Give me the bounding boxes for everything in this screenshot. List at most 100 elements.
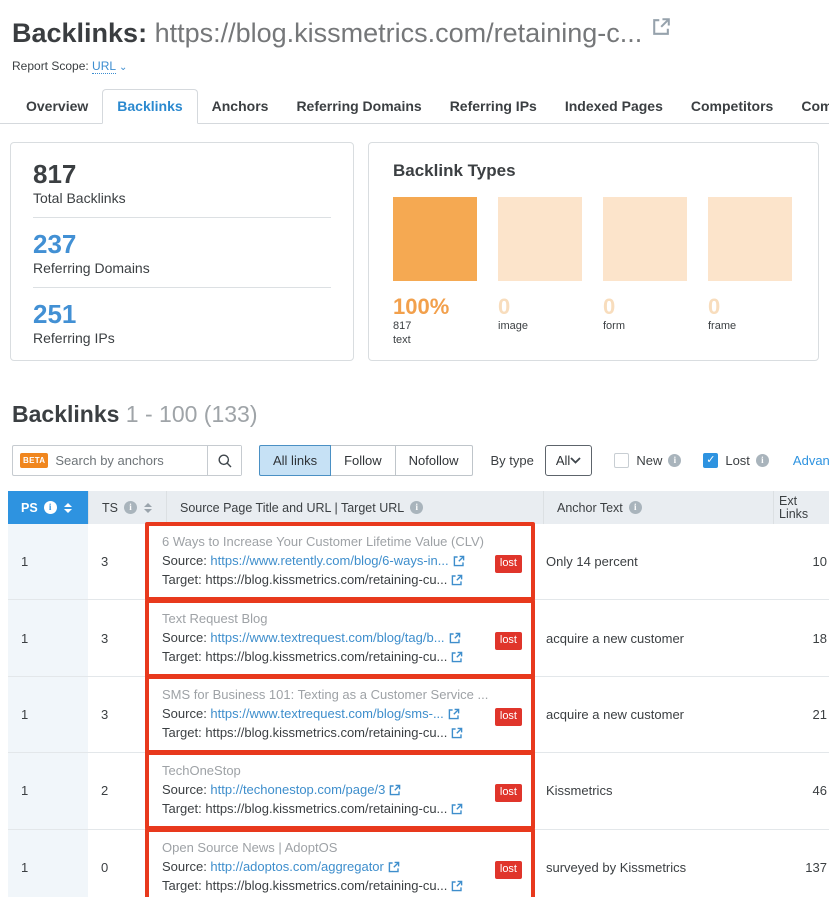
external-link-icon[interactable] bbox=[453, 555, 465, 567]
tab-backlinks[interactable]: Backlinks bbox=[102, 89, 198, 124]
source-url-link[interactable]: https://www.textrequest.com/blog/sms-... bbox=[210, 705, 444, 721]
nofollow-button[interactable]: Nofollow bbox=[395, 445, 473, 476]
section-range: 1 - 100 (133) bbox=[119, 401, 258, 427]
info-icon[interactable]: i bbox=[123, 501, 137, 514]
external-link-icon[interactable] bbox=[449, 632, 461, 644]
tab-referring-ips[interactable]: Referring IPs bbox=[449, 98, 537, 114]
tab-overview[interactable]: Overview bbox=[26, 98, 89, 114]
lost-badge: lost bbox=[494, 707, 522, 726]
source-label: Source: bbox=[162, 705, 211, 721]
source-page-title: Open Source News | AdoptOS bbox=[162, 839, 338, 855]
anchor-search: BETA bbox=[12, 445, 242, 476]
table-row: 1 0 Open Source News | AdoptOS Source: h… bbox=[8, 827, 829, 897]
search-icon bbox=[218, 454, 231, 467]
advanced-filters-link[interactable]: Advanced Filters bbox=[792, 453, 829, 468]
lost-filter[interactable]: ✓ Lost i bbox=[703, 453, 769, 468]
lost-badge: lost bbox=[494, 555, 522, 574]
backlinks-section-heading: Backlinks 1 - 100 (133) bbox=[12, 401, 829, 428]
sort-icon[interactable] bbox=[63, 502, 72, 513]
page-header: Backlinks: https://blog.kissmetrics.com/… bbox=[0, 0, 829, 74]
info-icon[interactable]: i bbox=[43, 501, 57, 514]
ps-value: 1 bbox=[8, 600, 88, 676]
tab-comparison[interactable]: Comparison bbox=[801, 98, 829, 114]
ts-value: 3 bbox=[101, 630, 109, 646]
info-icon[interactable]: i bbox=[755, 454, 769, 467]
type-text: 100% 817 text bbox=[393, 197, 477, 347]
external-link-icon[interactable] bbox=[652, 10, 671, 44]
ts-value: 3 bbox=[101, 554, 109, 570]
source-url-link[interactable]: https://www.textrequest.com/blog/tag/b..… bbox=[210, 629, 445, 645]
source-cell: TechOneStop Source: http://techonestop.c… bbox=[145, 751, 543, 831]
column-header-ext-links: Ext Links bbox=[773, 491, 829, 524]
backlinks-table: PS i TS i Source Page Title and URL | Ta… bbox=[8, 491, 829, 897]
source-url-link[interactable]: https://www.retently.com/blog/6-ways-in.… bbox=[210, 553, 449, 569]
lost-checkbox[interactable]: ✓ bbox=[703, 453, 719, 468]
source-cell: Open Source News | AdoptOS Source: http:… bbox=[145, 827, 543, 897]
external-link-icon[interactable] bbox=[451, 574, 463, 586]
anchor-text: surveyed by Kissmetrics bbox=[546, 859, 687, 875]
source-url-link[interactable]: http://adoptos.com/aggregator bbox=[210, 858, 384, 874]
page-title-url: https://blog.kissmetrics.com/retaining-c… bbox=[147, 18, 643, 48]
type-frame: 0 frame bbox=[708, 197, 792, 347]
sort-icon[interactable] bbox=[143, 502, 152, 513]
source-page-title: TechOneStop bbox=[162, 763, 241, 779]
target-url: https://blog.kissmetrics.com/retaining-c… bbox=[205, 801, 448, 817]
external-link-icon[interactable] bbox=[451, 803, 463, 815]
external-link-icon[interactable] bbox=[389, 784, 401, 796]
anchor-text: acquire a new customer bbox=[546, 630, 685, 646]
total-backlinks-value: 817 bbox=[33, 159, 77, 189]
lost-badge: lost bbox=[494, 860, 522, 879]
info-icon[interactable]: i bbox=[410, 501, 424, 514]
source-url-link[interactable]: http://techonestop.com/page/3 bbox=[210, 782, 386, 798]
report-scope-value[interactable]: URL bbox=[92, 59, 116, 74]
new-checkbox[interactable] bbox=[614, 453, 630, 468]
referring-domains-label: Referring Domains bbox=[33, 260, 150, 276]
follow-button[interactable]: Follow bbox=[331, 445, 396, 476]
tab-anchors[interactable]: Anchors bbox=[211, 98, 269, 114]
ps-header-label: PS bbox=[21, 500, 38, 515]
table-row: 1 3 6 Ways to Increase Your Customer Lif… bbox=[8, 522, 829, 602]
ext-links-value: 18 bbox=[812, 630, 827, 646]
filter-bar: BETA All links Follow Nofollow By type A… bbox=[12, 445, 829, 476]
external-link-icon[interactable] bbox=[451, 727, 463, 739]
external-link-icon[interactable] bbox=[388, 861, 400, 873]
source-label: Source: bbox=[162, 553, 211, 569]
new-filter[interactable]: New i bbox=[614, 453, 682, 468]
source-cell: SMS for Business 101: Texting as a Custo… bbox=[145, 674, 543, 754]
source-page-title: Text Request Blog bbox=[162, 610, 268, 626]
ts-value: 3 bbox=[101, 706, 109, 722]
divider bbox=[33, 217, 331, 218]
ext-links-value: 10 bbox=[812, 554, 827, 570]
target-label: Target: bbox=[162, 572, 206, 588]
info-icon[interactable]: i bbox=[668, 454, 682, 467]
report-tabs: Overview Backlinks Anchors Referring Dom… bbox=[0, 89, 829, 124]
totals-card: 817 Total Backlinks 237 Referring Domain… bbox=[10, 142, 354, 361]
external-link-icon[interactable] bbox=[451, 651, 463, 663]
source-header-label: Source Page Title and URL | Target URL bbox=[180, 500, 405, 515]
source-cell: 6 Ways to Increase Your Customer Lifetim… bbox=[145, 522, 543, 602]
annotation-highlight-box: TechOneStop Source: http://techonestop.c… bbox=[145, 751, 535, 831]
column-header-ps[interactable]: PS i bbox=[8, 491, 88, 524]
annotation-highlight-box: 6 Ways to Increase Your Customer Lifetim… bbox=[145, 522, 535, 602]
referring-domains-value[interactable]: 237 bbox=[33, 229, 77, 259]
report-scope: Report Scope: URL ⌄ bbox=[12, 59, 817, 74]
section-title: Backlinks bbox=[12, 401, 120, 427]
tab-indexed-pages[interactable]: Indexed Pages bbox=[564, 98, 663, 114]
search-input[interactable] bbox=[55, 453, 207, 468]
referring-ips-value[interactable]: 251 bbox=[33, 299, 77, 329]
external-link-icon[interactable] bbox=[448, 708, 460, 720]
source-label: Source: bbox=[162, 782, 211, 798]
search-button[interactable] bbox=[207, 446, 241, 475]
ts-header-label: TS bbox=[102, 500, 118, 515]
tab-referring-domains[interactable]: Referring Domains bbox=[296, 98, 422, 114]
column-header-ts[interactable]: TS i bbox=[88, 491, 166, 524]
by-type-select[interactable]: All bbox=[544, 445, 593, 476]
external-link-icon[interactable] bbox=[451, 880, 463, 892]
annotation-highlight-box: Text Request Blog Source: https://www.te… bbox=[145, 598, 535, 678]
source-cell: Text Request Blog Source: https://www.te… bbox=[145, 598, 543, 678]
info-icon[interactable]: i bbox=[628, 501, 642, 514]
tab-competitors[interactable]: Competitors bbox=[690, 98, 774, 114]
referring-ips-label: Referring IPs bbox=[33, 330, 115, 346]
all-links-button[interactable]: All links bbox=[259, 445, 332, 476]
report-scope-label: Report Scope: bbox=[12, 59, 93, 73]
